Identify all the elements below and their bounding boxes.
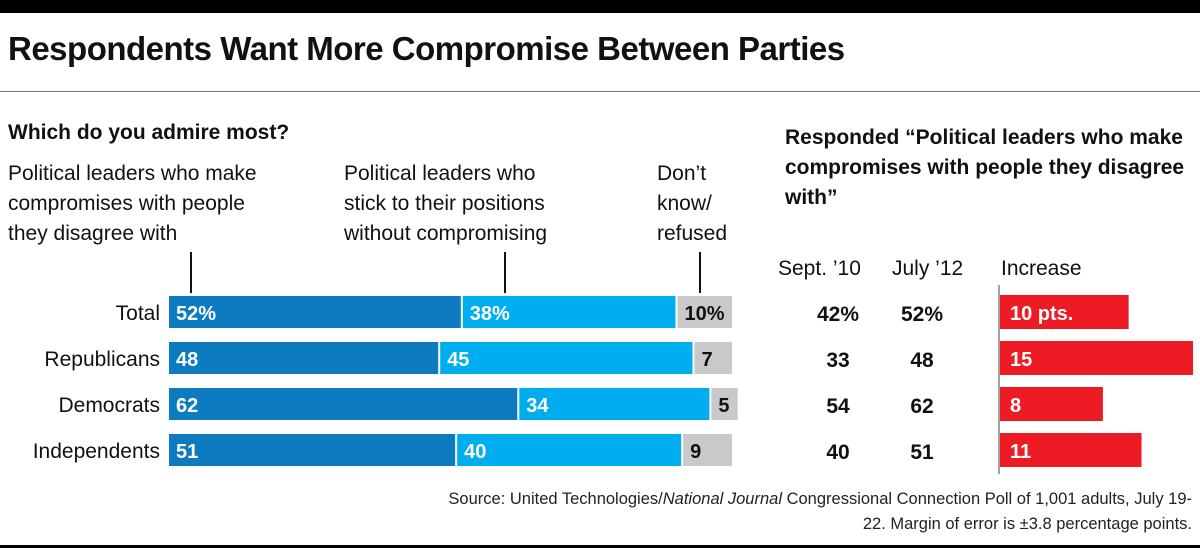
bottom-rule: [0, 545, 1200, 548]
column-header-increase: Increase: [1001, 257, 1082, 280]
title-divider: [0, 91, 1200, 92]
bar-stick-republicans: [440, 342, 693, 374]
option-compromise-label: Political leaders who make compromises w…: [8, 162, 257, 245]
row-label-republicans: Republicans: [44, 348, 160, 371]
option-dont-know-label: Don’t know/ refused: [657, 162, 728, 245]
top-rule: [0, 0, 1200, 13]
source-note: Source: United Technologies/National Jou…: [432, 487, 1192, 537]
column-header-july-12: July ’12: [892, 257, 964, 280]
bar-compromise-total: [169, 296, 461, 328]
row-label-independents: Independents: [33, 440, 160, 463]
source-publication: National Journal: [662, 490, 782, 508]
increase-label-republicans: 15: [1010, 349, 1032, 371]
bar-label-compromise-democrats: 62: [176, 395, 198, 417]
question-heading: Which do you admire most?: [8, 121, 290, 144]
increase-bar-total: [1000, 295, 1129, 329]
table-value-july-12-total: 52%: [901, 303, 943, 326]
option-stick-label: Political leaders who stick to their pos…: [344, 162, 548, 245]
table-value-july-12-republicans: 48: [910, 349, 934, 372]
page-title: Respondents Want More Compromise Between…: [8, 30, 845, 67]
increase-label-total: 10 pts.: [1010, 303, 1073, 325]
increase-label-independents: 11: [1010, 441, 1031, 463]
bar-label-compromise-republicans: 48: [176, 349, 198, 371]
table-value-sept-10-democrats: 54: [826, 395, 850, 418]
bar-dont-know-republicans: [694, 342, 732, 374]
bar-compromise-republicans: [169, 342, 439, 374]
bar-stick-independents: [457, 434, 682, 466]
table-value-sept-10-independents: 40: [826, 441, 849, 464]
bar-label-dont-know-democrats: 5: [718, 395, 729, 417]
increase-bar-republicans: [1000, 341, 1193, 375]
bar-stick-democrats: [519, 388, 710, 420]
bar-stick-total: [462, 296, 676, 328]
table-value-sept-10-republicans: 33: [826, 349, 849, 372]
increase-bar-democrats: [1000, 387, 1103, 421]
bar-label-compromise-independents: 51: [176, 441, 198, 463]
bar-dont-know-independents: [683, 434, 732, 466]
bar-dont-know-total: [677, 296, 732, 328]
bar-label-stick-republicans: 45: [447, 349, 469, 371]
table-value-july-12-independents: 51: [910, 441, 934, 464]
bar-label-dont-know-republicans: 7: [701, 349, 712, 371]
bar-dont-know-democrats: [711, 388, 738, 420]
bar-compromise-democrats: [169, 388, 518, 420]
increase-label-democrats: 8: [1010, 395, 1021, 417]
bar-compromise-independents: [169, 434, 456, 466]
bar-label-stick-total: 38%: [470, 303, 510, 325]
source-prefix: Source: United Technologies/: [448, 490, 663, 508]
right-panel-heading: Responded “Political leaders who make co…: [785, 126, 1185, 209]
bar-label-dont-know-independents: 9: [690, 441, 701, 463]
column-header-sept-10: Sept. ’10: [778, 257, 861, 280]
bar-label-compromise-total: 52%: [176, 303, 216, 325]
row-label-democrats: Democrats: [58, 394, 160, 417]
bar-label-stick-democrats: 34: [526, 395, 549, 417]
row-label-total: Total: [116, 302, 160, 325]
table-value-july-12-democrats: 62: [910, 395, 933, 418]
bar-label-stick-independents: 40: [464, 441, 486, 463]
table-value-sept-10-total: 42%: [817, 303, 859, 326]
increase-bar-independents: [1000, 433, 1142, 467]
source-suffix: Congressional Connection Poll of 1,001 a…: [782, 490, 1192, 533]
bar-label-dont-know-total: 10%: [685, 303, 725, 325]
